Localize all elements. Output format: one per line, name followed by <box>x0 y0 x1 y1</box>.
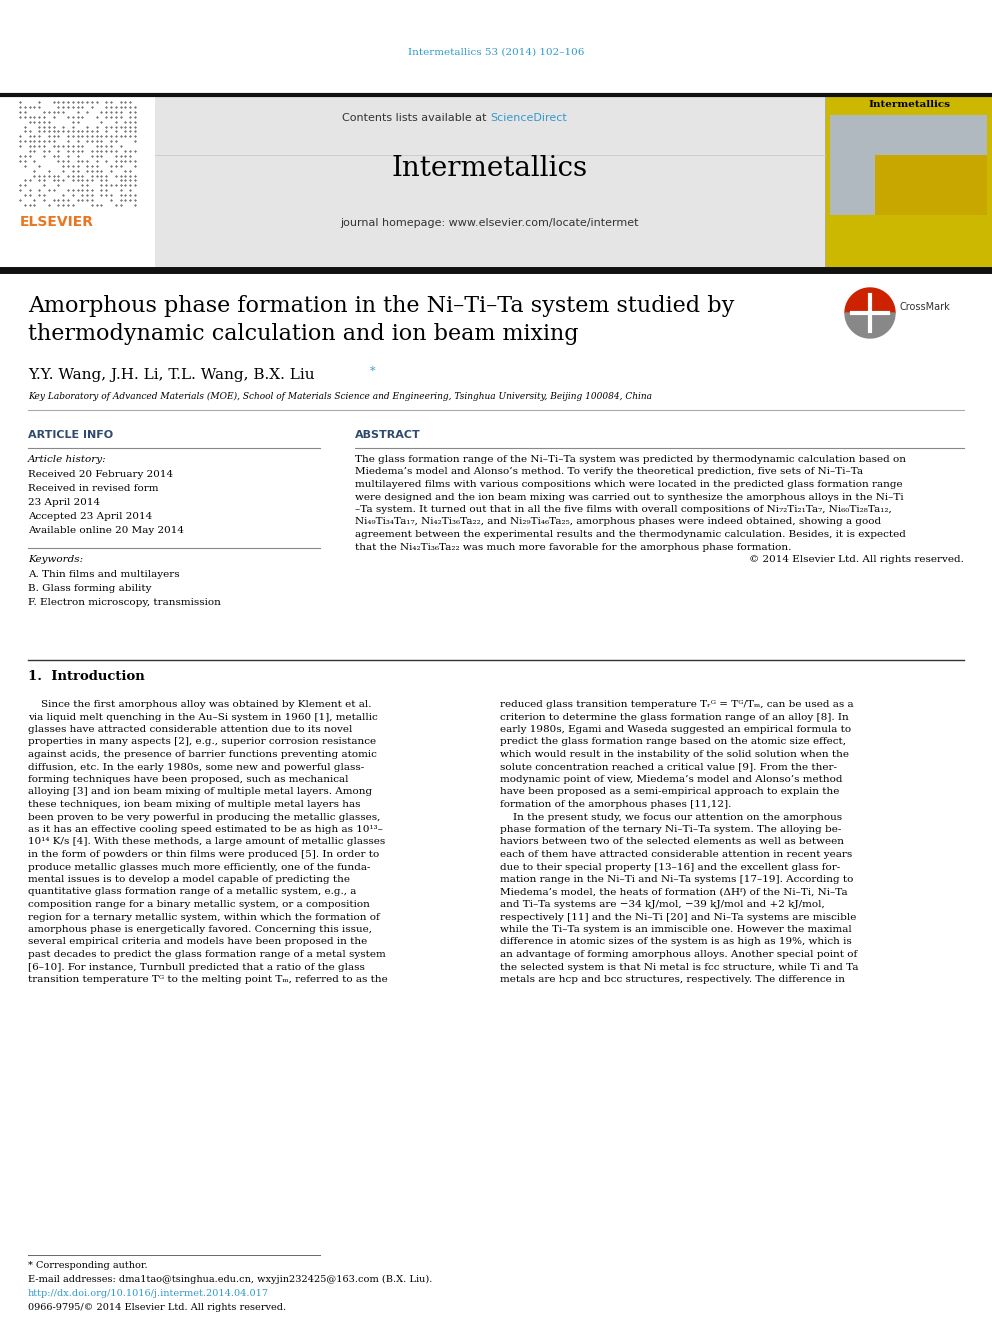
Text: difference in atomic sizes of the system is as high as 19%, which is: difference in atomic sizes of the system… <box>500 938 852 946</box>
Text: CrossMark: CrossMark <box>900 302 950 312</box>
Text: region for a ternary metallic system, within which the formation of: region for a ternary metallic system, wi… <box>28 913 380 922</box>
Text: ABSTRACT: ABSTRACT <box>355 430 421 441</box>
Text: that the Ni₄₂Ti₃₆Ta₂₂ was much more favorable for the amorphous phase formation.: that the Ni₄₂Ti₃₆Ta₂₂ was much more favo… <box>355 542 792 552</box>
Text: Article history:: Article history: <box>28 455 106 464</box>
Text: The glass formation range of the Ni–Ti–Ta system was predicted by thermodynamic : The glass formation range of the Ni–Ti–T… <box>355 455 906 464</box>
Text: B. Glass forming ability: B. Glass forming ability <box>28 583 152 593</box>
Text: Ni₄₉Ti₃₄Ta₁₇, Ni₄₂Ti₃₆Ta₂₂, and Ni₂₉Ti₄₆Ta₂₅, amorphous phases were indeed obtai: Ni₄₉Ti₃₄Ta₁₇, Ni₄₂Ti₃₆Ta₂₂, and Ni₂₉Ti₄₆… <box>355 517 881 527</box>
Text: ARTICLE INFO: ARTICLE INFO <box>28 430 113 441</box>
Text: properties in many aspects [2], e.g., superior corrosion resistance: properties in many aspects [2], e.g., su… <box>28 737 376 746</box>
Text: 10¹⁴ K/s [4]. With these methods, a large amount of metallic glasses: 10¹⁴ K/s [4]. With these methods, a larg… <box>28 837 385 847</box>
Text: ScienceDirect: ScienceDirect <box>490 112 566 123</box>
Text: modynamic point of view, Miedema’s model and Alonso’s method: modynamic point of view, Miedema’s model… <box>500 775 842 785</box>
Text: and Ti–Ta systems are −34 kJ/mol, −39 kJ/mol and +2 kJ/mol,: and Ti–Ta systems are −34 kJ/mol, −39 kJ… <box>500 900 824 909</box>
Text: early 1980s, Egami and Waseda suggested an empirical formula to: early 1980s, Egami and Waseda suggested … <box>500 725 851 734</box>
Text: an advantage of forming amorphous alloys. Another special point of: an advantage of forming amorphous alloys… <box>500 950 857 959</box>
Bar <box>0 95 155 270</box>
Text: mental issues is to develop a model capable of predicting the: mental issues is to develop a model capa… <box>28 875 350 884</box>
Text: were designed and the ion beam mixing was carried out to synthesize the amorphou: were designed and the ion beam mixing wa… <box>355 492 904 501</box>
Text: diffusion, etc. In the early 1980s, some new and powerful glass-: diffusion, etc. In the early 1980s, some… <box>28 762 364 771</box>
Text: 0966-9795/© 2014 Elsevier Ltd. All rights reserved.: 0966-9795/© 2014 Elsevier Ltd. All right… <box>28 1303 286 1312</box>
Text: Intermetallics: Intermetallics <box>868 101 950 108</box>
Text: Available online 20 May 2014: Available online 20 May 2014 <box>28 527 184 534</box>
Text: these techniques, ion beam mixing of multiple metal layers has: these techniques, ion beam mixing of mul… <box>28 800 360 808</box>
Text: the selected system is that Ni metal is fcc structure, while Ti and Ta: the selected system is that Ni metal is … <box>500 963 858 971</box>
Text: several empirical criteria and models have been proposed in the: several empirical criteria and models ha… <box>28 938 367 946</box>
Text: while the Ti–Ta system is an immiscible one. However the maximal: while the Ti–Ta system is an immiscible … <box>500 925 852 934</box>
Text: A. Thin films and multilayers: A. Thin films and multilayers <box>28 570 180 579</box>
Text: Miedema’s model, the heats of formation (ΔHᶠ) of the Ni–Ti, Ni–Ta: Miedema’s model, the heats of formation … <box>500 888 847 897</box>
Text: been proven to be very powerful in producing the metallic glasses,: been proven to be very powerful in produ… <box>28 812 380 822</box>
Bar <box>875 155 987 216</box>
Polygon shape <box>845 288 895 314</box>
Text: Intermetallics: Intermetallics <box>392 155 588 183</box>
Text: * Corresponding author.: * Corresponding author. <box>28 1261 148 1270</box>
Text: journal homepage: www.elsevier.com/locate/intermet: journal homepage: www.elsevier.com/locat… <box>340 218 639 228</box>
Text: formation of the amorphous phases [11,12].: formation of the amorphous phases [11,12… <box>500 800 731 808</box>
Text: criterion to determine the glass formation range of an alloy [8]. In: criterion to determine the glass formati… <box>500 713 849 721</box>
Text: via liquid melt quenching in the Au–Si system in 1960 [1], metallic: via liquid melt quenching in the Au–Si s… <box>28 713 378 721</box>
Text: have been proposed as a semi-empirical approach to explain the: have been proposed as a semi-empirical a… <box>500 787 839 796</box>
Text: quantitative glass formation range of a metallic system, e.g., a: quantitative glass formation range of a … <box>28 888 356 897</box>
Text: http://dx.doi.org/10.1016/j.intermet.2014.04.017: http://dx.doi.org/10.1016/j.intermet.201… <box>28 1289 269 1298</box>
Text: © 2014 Elsevier Ltd. All rights reserved.: © 2014 Elsevier Ltd. All rights reserved… <box>749 556 964 564</box>
Text: In the present study, we focus our attention on the amorphous: In the present study, we focus our atten… <box>500 812 842 822</box>
Bar <box>825 95 992 270</box>
Text: Received in revised form: Received in revised form <box>28 484 159 493</box>
Text: thermodynamic calculation and ion beam mixing: thermodynamic calculation and ion beam m… <box>28 323 578 345</box>
Text: Key Laboratory of Advanced Materials (MOE), School of Materials Science and Engi: Key Laboratory of Advanced Materials (MO… <box>28 392 652 401</box>
Text: past decades to predict the glass formation range of a metal system: past decades to predict the glass format… <box>28 950 386 959</box>
Text: glasses have attracted considerable attention due to its novel: glasses have attracted considerable atte… <box>28 725 352 734</box>
Text: agreement between the experimental results and the thermodynamic calculation. Be: agreement between the experimental resul… <box>355 531 906 538</box>
Text: which would result in the instability of the solid solution when the: which would result in the instability of… <box>500 750 849 759</box>
Bar <box>830 115 987 216</box>
Text: against acids, the presence of barrier functions preventing atomic: against acids, the presence of barrier f… <box>28 750 377 759</box>
Text: 1.  Introduction: 1. Introduction <box>28 669 145 683</box>
Text: Since the first amorphous alloy was obtained by Klement et al.: Since the first amorphous alloy was obta… <box>28 700 371 709</box>
Text: transition temperature Tᴳ to the melting point Tₘ, referred to as the: transition temperature Tᴳ to the melting… <box>28 975 388 984</box>
Text: composition range for a binary metallic system, or a composition: composition range for a binary metallic … <box>28 900 370 909</box>
Text: Intermetallics 53 (2014) 102–106: Intermetallics 53 (2014) 102–106 <box>408 48 584 57</box>
Text: *: * <box>370 366 376 376</box>
Text: 23 April 2014: 23 April 2014 <box>28 497 100 507</box>
Text: Received 20 February 2014: Received 20 February 2014 <box>28 470 174 479</box>
Text: mation range in the Ni–Ti and Ni–Ta systems [17–19]. According to: mation range in the Ni–Ti and Ni–Ta syst… <box>500 875 853 884</box>
Text: produce metallic glasses much more efficiently, one of the funda-: produce metallic glasses much more effic… <box>28 863 370 872</box>
Text: alloying [3] and ion beam mixing of multiple metal layers. Among: alloying [3] and ion beam mixing of mult… <box>28 787 372 796</box>
Text: multilayered films with various compositions which were located in the predicted: multilayered films with various composit… <box>355 480 903 490</box>
Text: Amorphous phase formation in the Ni–Ti–Ta system studied by: Amorphous phase formation in the Ni–Ti–T… <box>28 295 734 318</box>
Text: Miedema’s model and Alonso’s method. To verify the theoretical prediction, five : Miedema’s model and Alonso’s method. To … <box>355 467 863 476</box>
Text: Contents lists available at: Contents lists available at <box>342 112 490 123</box>
Text: in the form of powders or thin films were produced [5]. In order to: in the form of powders or thin films wer… <box>28 849 379 859</box>
Text: Accepted 23 April 2014: Accepted 23 April 2014 <box>28 512 152 521</box>
Text: ELSEVIER: ELSEVIER <box>20 216 94 229</box>
Text: reduced glass transition temperature Tᵣᴳ = Tᴳ/Tₘ, can be used as a: reduced glass transition temperature Tᵣᴳ… <box>500 700 854 709</box>
Text: E-mail addresses: dma1tao@tsinghua.edu.cn, wxyjin232425@163.com (B.X. Liu).: E-mail addresses: dma1tao@tsinghua.edu.c… <box>28 1275 433 1285</box>
Text: Y.Y. Wang, J.H. Li, T.L. Wang, B.X. Liu: Y.Y. Wang, J.H. Li, T.L. Wang, B.X. Liu <box>28 368 314 382</box>
Text: as it has an effective cooling speed estimated to be as high as 10¹³–: as it has an effective cooling speed est… <box>28 826 383 833</box>
Bar <box>155 95 825 270</box>
Text: metals are hcp and bcc structures, respectively. The difference in: metals are hcp and bcc structures, respe… <box>500 975 845 984</box>
Text: forming techniques have been proposed, such as mechanical: forming techniques have been proposed, s… <box>28 775 348 785</box>
Text: predict the glass formation range based on the atomic size effect,: predict the glass formation range based … <box>500 737 846 746</box>
Text: due to their special property [13–16] and the excellent glass for-: due to their special property [13–16] an… <box>500 863 840 872</box>
Text: solute concentration reached a critical value [9]. From the ther-: solute concentration reached a critical … <box>500 762 837 771</box>
Text: amorphous phase is energetically favored. Concerning this issue,: amorphous phase is energetically favored… <box>28 925 372 934</box>
Text: –Ta system. It turned out that in all the five films with overall compositions o: –Ta system. It turned out that in all th… <box>355 505 892 515</box>
Text: Keywords:: Keywords: <box>28 556 83 564</box>
Text: respectively [11] and the Ni–Ti [20] and Ni–Ta systems are miscible: respectively [11] and the Ni–Ti [20] and… <box>500 913 856 922</box>
Text: haviors between two of the selected elements as well as between: haviors between two of the selected elem… <box>500 837 844 847</box>
Text: each of them have attracted considerable attention in recent years: each of them have attracted considerable… <box>500 849 852 859</box>
Text: [6–10]. For instance, Turnbull predicted that a ratio of the glass: [6–10]. For instance, Turnbull predicted… <box>28 963 365 971</box>
Text: phase formation of the ternary Ni–Ti–Ta system. The alloying be-: phase formation of the ternary Ni–Ti–Ta … <box>500 826 841 833</box>
Polygon shape <box>845 314 895 337</box>
Text: F. Electron microscopy, transmission: F. Electron microscopy, transmission <box>28 598 221 607</box>
